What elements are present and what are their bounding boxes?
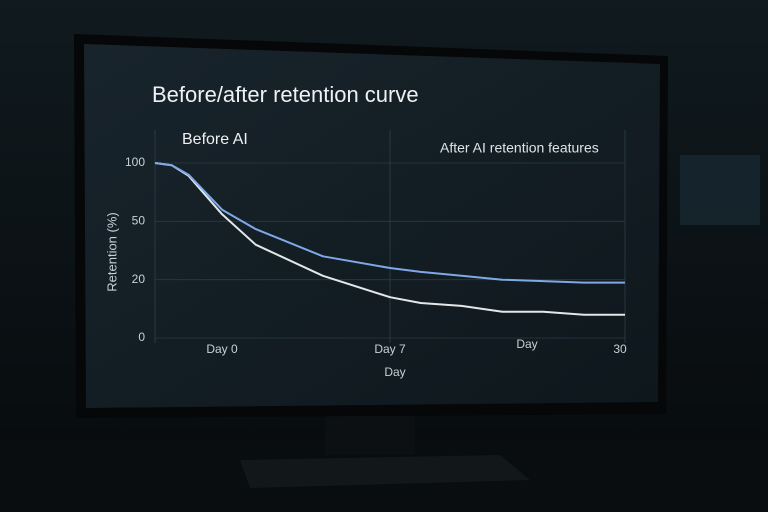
x-tick-label: 30 <box>613 342 627 356</box>
monitor-base <box>240 455 530 488</box>
line-series <box>154 162 625 284</box>
x-tick-label: Day 7 <box>374 342 406 356</box>
background-screen <box>680 155 760 225</box>
y-tick-label: 20 <box>132 272 146 286</box>
y-tick-label: 0 <box>138 330 145 344</box>
series-label: Before AI <box>182 131 248 148</box>
screen <box>84 44 660 408</box>
chart-title: Before/after retention curve <box>152 82 419 107</box>
series-label: After AI retention features <box>440 140 599 156</box>
y-tick-label: 100 <box>125 155 145 169</box>
x-axis-label: Day <box>384 365 405 379</box>
y-tick-label: 50 <box>132 214 146 228</box>
x-tick-label: Day 0 <box>206 342 238 356</box>
y-axis-label: Retention (%) <box>104 212 119 291</box>
annotation: Day <box>516 337 537 351</box>
